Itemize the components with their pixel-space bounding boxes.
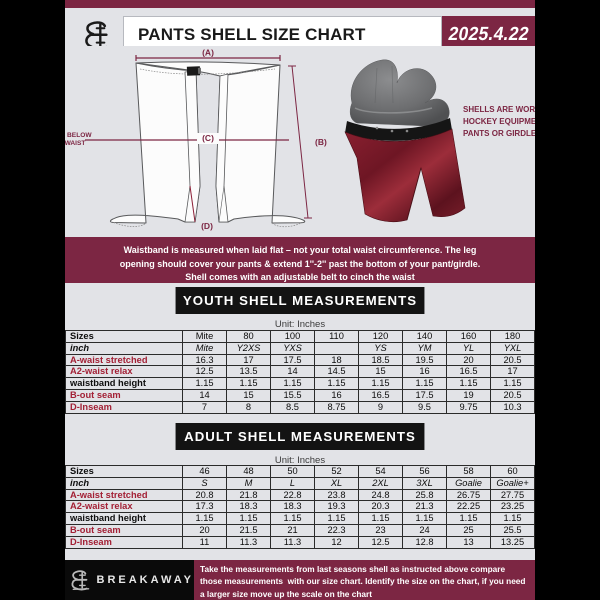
svg-text:(D): (D) <box>201 221 213 231</box>
svg-text:(C): (C) <box>202 133 214 143</box>
svg-text:(A): (A) <box>202 48 214 58</box>
svg-text:7'' BELOW: 7'' BELOW <box>65 132 92 139</box>
svg-text:(B): (B) <box>315 137 327 147</box>
svg-text:WAIST: WAIST <box>65 140 85 147</box>
